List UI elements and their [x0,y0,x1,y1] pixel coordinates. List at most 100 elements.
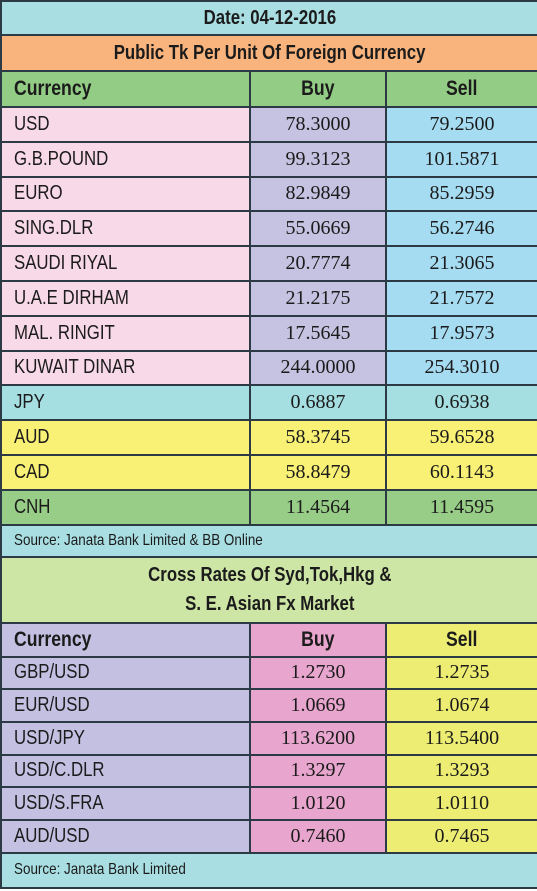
sell-cell: 85.2959 [384,175,537,213]
cross-col-header-buy: Buy [249,621,387,658]
table-title-text: Public Tk Per Unit Of Foreign Currency [113,41,426,64]
buy-rate: 21.2175 [285,286,351,309]
source-note: Source: Janata Bank Limited & BB Online [0,523,537,558]
sell-rate: 59.6528 [429,426,495,449]
cross-sell-cell: 1.2735 [384,655,537,691]
cross-rates-title-line1: Cross Rates Of Syd,Tok,Hkg & [147,563,392,586]
date-header: Date: 04-12-2016 [0,0,537,36]
cross-sell-rate: 1.0110 [434,792,490,815]
cross-col-header-sell-text: Sell [446,627,478,651]
cross-sell-cell: 0.7465 [384,819,537,854]
currency-name: AUD [14,426,50,449]
col-header-sell: Sell [384,70,537,108]
table-row: KUWAIT DINAR 244.0000 254.3010 [0,349,537,387]
cross-buy-rate: 0.7460 [290,824,346,847]
currency-cell: MAL. RINGIT [0,314,251,352]
date-text: Date: 04-12-2016 [203,6,336,29]
cross-buy-rate: 1.0120 [290,792,346,815]
currency-cell: SAUDI RIYAL [0,245,251,282]
cross-buy-cell: 113.6200 [249,720,387,756]
buy-cell: 55.0669 [249,210,387,248]
currency-name: U.A.E DIRHAM [14,286,129,309]
cross-col-header-buy-text: Buy [301,627,335,651]
table-row: EURO 82.9849 85.2959 [0,175,537,213]
buy-cell: 58.3745 [249,419,387,456]
sell-cell: 21.3065 [384,245,537,282]
sell-cell: 79.2500 [384,106,537,143]
cross-currency-pair: GBP/USD [14,661,90,684]
currency-cell: U.A.E DIRHAM [0,279,251,317]
buy-cell: 0.6887 [249,384,387,422]
cross-sell-cell: 1.0110 [384,786,537,821]
sell-rate: 85.2959 [429,182,495,205]
buy-rate: 11.4564 [285,495,351,518]
source-note-text: Source: Janata Bank Limited & BB Online [14,531,263,549]
currency-cell: G.B.POUND [0,140,251,178]
sell-rate: 11.4595 [429,495,495,518]
cross-sell-rate: 113.5400 [424,726,500,749]
buy-cell: 82.9849 [249,175,387,213]
currency-name: KUWAIT DINAR [14,356,136,379]
cross-table-row: GBP/USD 1.2730 1.2735 [0,655,537,691]
cross-table-row: AUD/USD 0.7460 0.7465 [0,819,537,854]
currency-cell: CNH [0,488,251,526]
currency-name: CAD [14,460,50,483]
buy-cell: 99.3123 [249,140,387,178]
cross-sell-cell: 1.0674 [384,688,537,723]
cross-currency-pair: EUR/USD [14,694,90,717]
cross-sell-rate: 1.0674 [434,694,490,717]
col-header-buy: Buy [249,70,387,108]
cross-sell-rate: 0.7465 [434,824,490,847]
table-title: Public Tk Per Unit Of Foreign Currency [0,34,537,72]
currency-cell: CAD [0,453,251,491]
sell-cell: 0.6938 [384,384,537,422]
sell-rate: 0.6938 [434,391,490,414]
currency-name: CNH [14,495,51,518]
cross-currency-cell: USD/JPY [0,720,251,756]
cross-sell-cell: 113.5400 [384,720,537,756]
sell-cell: 60.1143 [384,453,537,491]
sell-rate: 21.7572 [429,286,495,309]
cross-col-header-currency: Currency [0,621,251,658]
cross-currency-pair: USD/JPY [14,726,85,749]
col-header-sell-text: Sell [446,77,478,100]
cross-sell-rate: 1.2735 [434,661,490,684]
currency-name: MAL. RINGIT [14,321,115,344]
currency-name: G.B.POUND [14,147,109,170]
cross-currency-pair: USD/S.FRA [14,792,104,815]
cross-table-row: USD/C.DLR 1.3297 1.3293 [0,753,537,789]
currency-cell: SING.DLR [0,210,251,248]
sell-rate: 79.2500 [429,112,495,135]
currency-cell: KUWAIT DINAR [0,349,251,387]
sell-cell: 101.5871 [384,140,537,178]
buy-cell: 58.8479 [249,453,387,491]
currency-cell: JPY [0,384,251,422]
buy-cell: 78.3000 [249,106,387,143]
buy-rate: 82.9849 [285,182,351,205]
currency-name: SING.DLR [14,217,94,240]
cross-buy-cell: 0.7460 [249,819,387,854]
table-row: SING.DLR 55.0669 56.2746 [0,210,537,248]
buy-rate: 55.0669 [285,217,351,240]
cross-sell-cell: 1.3293 [384,753,537,789]
cross-rates-title-line2: S. E. Asian Fx Market [184,592,355,615]
buy-rate: 58.3745 [285,426,351,449]
sell-rate: 17.9573 [429,321,495,344]
table-row: USD 78.3000 79.2500 [0,106,537,143]
cross-currency-cell: USD/S.FRA [0,786,251,821]
cross-buy-rate: 113.6200 [280,726,356,749]
sell-rate: 56.2746 [429,217,495,240]
cross-buy-cell: 1.3297 [249,753,387,789]
cross-buy-rate: 1.2730 [290,661,346,684]
table-row: CNH 11.4564 11.4595 [0,488,537,526]
sell-cell: 254.3010 [384,349,537,387]
cross-buy-cell: 1.0669 [249,688,387,723]
cross-source-note: Source: Janata Bank Limited [0,851,537,889]
currency-name: SAUDI RIYAL [14,252,118,275]
table-row: MAL. RINGIT 17.5645 17.9573 [0,314,537,352]
buy-rate: 17.5645 [285,321,351,344]
table-row: U.A.E DIRHAM 21.2175 21.7572 [0,279,537,317]
cross-sell-rate: 1.3293 [434,759,490,782]
currency-cell: AUD [0,419,251,456]
